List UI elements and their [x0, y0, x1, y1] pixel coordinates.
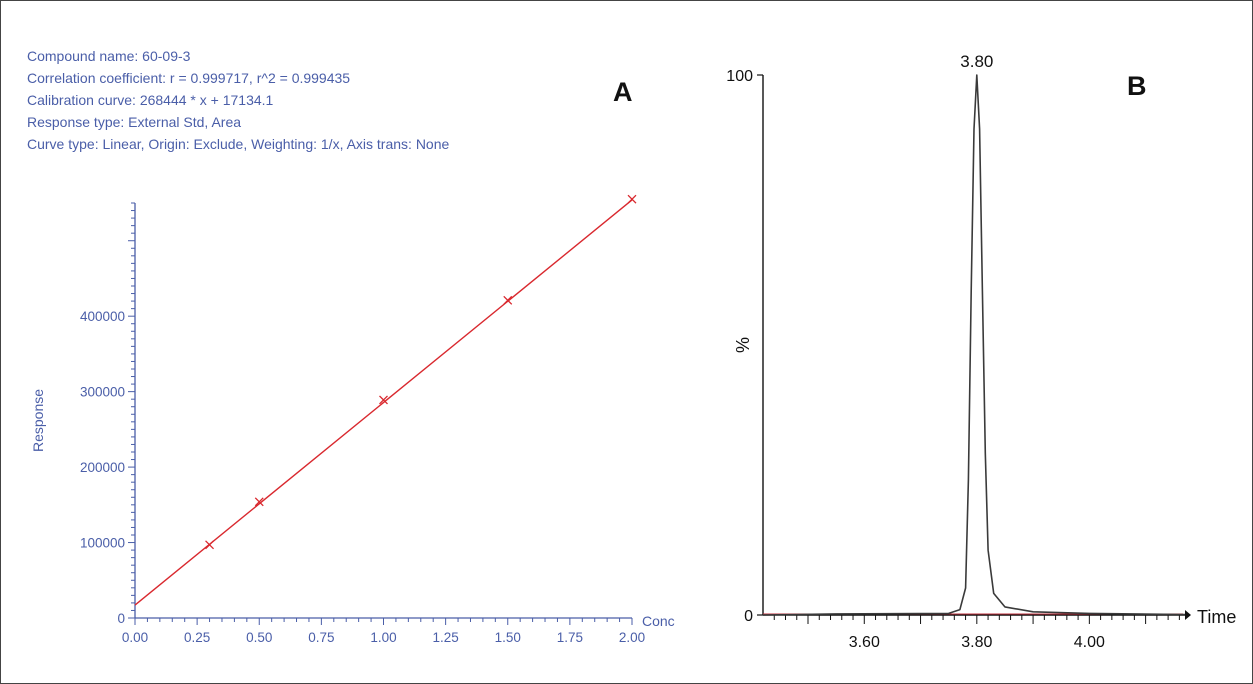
panel-label-b: B [1127, 71, 1147, 101]
x-tick-label: 0.75 [308, 630, 334, 645]
point-marker-stroke [627, 194, 637, 204]
calibration-info: Compound name: 60-09-3 Correlation coeff… [27, 45, 449, 155]
x-tick-label: 3.80 [961, 634, 992, 651]
point-marker-stroke [379, 395, 388, 405]
peak-label: 3.80 [960, 52, 993, 71]
data-point [254, 497, 264, 507]
data-point [627, 194, 637, 204]
data-point [205, 540, 215, 550]
x-axis-label: Time [1197, 607, 1236, 627]
y-tick-label: 0 [117, 611, 125, 626]
y-tick-label: 100 [726, 68, 753, 85]
point-marker-stroke [254, 497, 264, 507]
chromatogram-panel: B 0 100 3.60 3.80 4.00 Time% 3.80 [701, 1, 1252, 683]
point-marker-stroke [503, 295, 513, 305]
info-compound-name: Compound name: 60-09-3 [27, 48, 191, 64]
x-tick-label: 3.60 [849, 634, 880, 651]
info-calibration-curve: Calibration curve: 268444 * x + 17134.1 [27, 92, 274, 108]
point-marker-stroke [205, 540, 215, 550]
y-tick-label: 0 [744, 608, 753, 625]
x-tick-label: 0.00 [122, 630, 148, 645]
x-tick-label: 4.00 [1074, 634, 1105, 651]
y-tick-label: 400000 [80, 309, 125, 324]
data-point [503, 295, 513, 305]
y-tick-label: 300000 [80, 385, 125, 400]
x-tick-label: 1.50 [495, 630, 521, 645]
chromatogram-plot: 0 100 3.60 3.80 4.00 Time% 3.80 [726, 52, 1236, 651]
x-tick-label: 1.75 [557, 630, 583, 645]
x-tick-label: 1.25 [432, 630, 458, 645]
fit-line [134, 199, 633, 606]
x-axis-arrow [1185, 610, 1191, 620]
calibration-panel: Compound name: 60-09-3 Correlation coeff… [1, 1, 701, 683]
chromatogram-trace [762, 74, 1186, 616]
y-axis-label: % [733, 337, 753, 353]
x-tick-label: 0.50 [246, 630, 272, 645]
x-tick-label: 0.25 [184, 630, 210, 645]
y-tick-label: 100000 [80, 536, 125, 551]
info-correlation: Correlation coefficient: r = 0.999717, r… [27, 70, 351, 86]
info-curve-type: Curve type: Linear, Origin: Exclude, Wei… [27, 136, 450, 152]
x-axis-label: Conc [642, 613, 675, 629]
info-response-type: Response type: External Std, Area [27, 114, 242, 130]
calibration-plot: 0 100000 200000 300000 400000 0.00 0.25 0.50 0.7… [30, 194, 675, 645]
x-tick-label: 2.00 [619, 630, 645, 645]
data-point [379, 395, 388, 405]
x-tick-label: 1.00 [370, 630, 396, 645]
y-tick-label: 200000 [80, 460, 125, 475]
panel-label-a: A [613, 77, 633, 107]
y-axis-label: Response [30, 389, 46, 452]
